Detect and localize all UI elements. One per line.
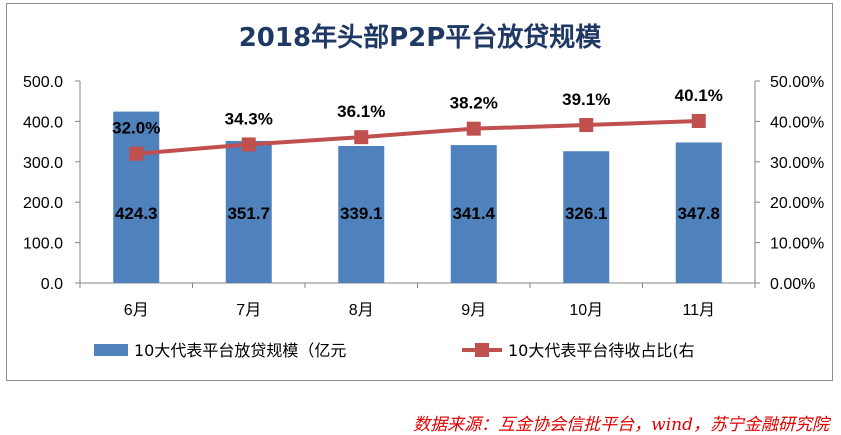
line-point: [354, 130, 369, 145]
y-left-tick-label: 500.0: [23, 74, 63, 91]
bar-data-label: 339.1: [340, 204, 383, 223]
line-point: [579, 118, 594, 133]
x-tick-label: 10月: [569, 302, 603, 319]
line-point: [129, 146, 144, 161]
bar: [563, 151, 610, 283]
series-line: [136, 118, 699, 156]
legend-swatch-bar: [94, 344, 128, 356]
x-tick-label: 6月: [124, 302, 149, 319]
line-point: [691, 113, 706, 128]
legend-label-bar: 10大代表平台放贷规模（亿元: [134, 341, 346, 360]
x-tick-label: 7月: [236, 302, 261, 319]
line-data-label: 38.2%: [450, 94, 498, 113]
y-left-tick-label: 0.0: [41, 276, 63, 293]
y-right-tick-label: 20.00%: [770, 195, 824, 212]
source-note: 数据来源：互金协会信批平台，wind，苏宁金融研究院: [413, 415, 829, 435]
chart-title: 2018年头部P2P平台放贷规模: [239, 22, 603, 53]
line-data-label: 39.1%: [562, 90, 610, 109]
y-left-tick-label: 300.0: [23, 155, 63, 172]
bar-data-label: 424.3: [115, 204, 158, 223]
y-right-tick-label: 40.00%: [770, 114, 824, 131]
bar: [675, 142, 722, 283]
x-tick-label: 9月: [461, 302, 486, 319]
legend-swatch-marker: [475, 343, 489, 357]
legend-label-line: 10大代表平台待收占比(右: [508, 341, 695, 360]
y-right-tick-label: 30.00%: [770, 155, 824, 172]
y-right-tick-label: 50.00%: [770, 74, 824, 91]
bar: [450, 145, 497, 283]
x-tick-label: 11月: [682, 302, 715, 319]
bar-data-label: 326.1: [565, 204, 608, 223]
y-left-tick-label: 200.0: [23, 195, 63, 212]
bar: [113, 111, 160, 284]
bar: [338, 146, 385, 283]
y-right-tick-label: 10.00%: [770, 236, 824, 253]
line-point: [466, 121, 481, 136]
line-data-label: 36.1%: [337, 102, 385, 121]
bar-data-label: 347.8: [677, 204, 720, 223]
x-tick-label: 8月: [349, 302, 374, 319]
line-data-label: 34.3%: [225, 109, 273, 128]
y-left-tick-label: 400.0: [23, 114, 63, 131]
line-data-label: 32.0%: [112, 119, 160, 138]
y-left-tick-label: 100.0: [23, 236, 63, 253]
y-right-tick-label: 0.00%: [770, 276, 815, 293]
line-data-label: 40.1%: [675, 86, 723, 105]
line-point: [241, 137, 256, 152]
bar-data-label: 341.4: [452, 204, 495, 223]
bar-data-label: 351.7: [227, 204, 270, 223]
bar: [225, 140, 272, 283]
